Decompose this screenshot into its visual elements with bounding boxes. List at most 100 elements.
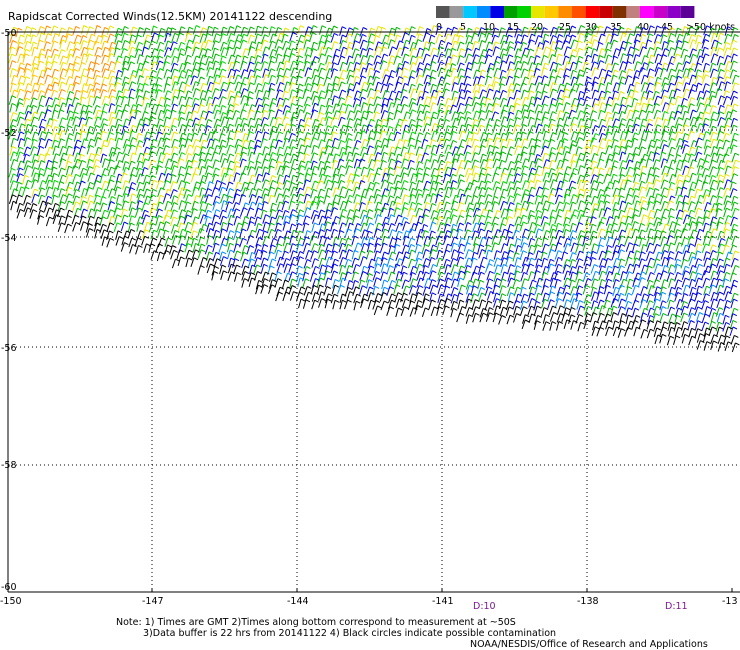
wind-barb-flag xyxy=(349,74,355,78)
wind-barb xyxy=(675,174,680,184)
wind-barb-flag xyxy=(82,130,87,134)
wind-barb xyxy=(659,151,663,162)
wind-barb-flag xyxy=(711,95,717,99)
wind-barb xyxy=(92,40,96,51)
wind-barb-flag xyxy=(468,41,474,45)
wind-barb-flag xyxy=(196,181,201,185)
wind-barb-flag xyxy=(383,53,389,57)
wind-barb xyxy=(547,49,552,59)
wind-barb xyxy=(106,132,111,142)
wind-barb-flag xyxy=(229,81,235,85)
wind-barb-flag xyxy=(669,153,675,157)
wind-barb-flag xyxy=(224,172,229,176)
wind-barb xyxy=(365,187,369,197)
wind-barb xyxy=(276,61,281,72)
wind-barb-flag xyxy=(327,54,333,58)
wind-barb-flag xyxy=(552,69,558,72)
wind-barb-flag xyxy=(357,166,362,170)
wind-barb xyxy=(422,53,427,64)
wind-barb-flag xyxy=(684,124,689,128)
wind-barb-flag xyxy=(40,90,46,94)
wind-barb-flag xyxy=(713,68,718,72)
wind-barb xyxy=(437,154,441,164)
wind-barb-flag xyxy=(322,146,327,150)
wind-barb-flag xyxy=(249,61,255,65)
wind-barb xyxy=(610,33,615,43)
wind-barb-flag xyxy=(26,40,32,44)
wind-barb xyxy=(653,82,658,92)
wind-barb xyxy=(234,124,239,134)
wind-barb xyxy=(423,181,428,191)
wind-barb-flag xyxy=(503,40,508,44)
wind-barb xyxy=(121,76,126,86)
wind-barb xyxy=(183,181,187,191)
wind-barb-flag xyxy=(243,33,248,37)
wind-barb xyxy=(57,49,62,59)
wind-barb-flag xyxy=(403,166,408,170)
wind-barb-flag xyxy=(601,151,607,155)
wind-barb xyxy=(288,167,293,178)
wind-barb-flag xyxy=(685,152,691,156)
wind-barb-flag xyxy=(551,118,556,122)
wind-barb-flag xyxy=(228,117,234,120)
wind-barb xyxy=(667,138,672,148)
wind-barb-flag xyxy=(139,181,144,185)
wind-barb-flag xyxy=(147,34,152,38)
wind-barb-flag xyxy=(333,25,338,29)
wind-barb xyxy=(93,116,98,126)
wind-barb xyxy=(16,98,20,108)
wind-barb-flag xyxy=(118,159,124,163)
wind-barb-flag xyxy=(727,159,732,163)
wind-barb-flag xyxy=(298,55,304,59)
wind-barb xyxy=(99,83,104,94)
wind-barb-flag xyxy=(657,53,663,57)
wind-barb xyxy=(701,39,706,49)
wind-barb xyxy=(51,81,55,92)
wind-barb-flag xyxy=(250,139,255,143)
wind-barb-flag xyxy=(629,118,634,122)
wind-barb xyxy=(499,109,504,120)
wind-barb xyxy=(534,75,539,86)
wind-barb-flag xyxy=(13,26,18,30)
wind-barb-flag xyxy=(432,116,437,120)
wind-barb xyxy=(611,180,616,190)
wind-barb-flag xyxy=(145,181,151,185)
wind-barb xyxy=(17,62,22,72)
wind-barb xyxy=(232,46,237,57)
wind-barb xyxy=(597,167,601,177)
wind-barb-flag xyxy=(138,140,144,143)
wind-barb xyxy=(556,83,561,94)
wind-barb-flag xyxy=(362,116,367,120)
wind-barb-flag xyxy=(487,166,492,170)
wind-barb xyxy=(451,158,456,168)
wind-barb xyxy=(199,166,203,176)
wind-barb-flag xyxy=(202,82,208,86)
wind-barb-flag xyxy=(622,53,628,57)
wind-barb-flag xyxy=(501,159,506,163)
wind-barb-flag xyxy=(82,89,88,93)
wind-barb xyxy=(456,55,461,65)
wind-barb-flag xyxy=(117,180,122,184)
wind-barb-flag xyxy=(501,151,507,155)
wind-barb-flag xyxy=(187,46,192,49)
wind-barb xyxy=(212,60,216,71)
wind-barb-flag xyxy=(495,158,501,162)
wind-barb-flag xyxy=(679,33,684,37)
wind-barb-flag xyxy=(509,41,515,45)
wind-barb xyxy=(520,146,525,156)
wind-barb xyxy=(618,104,623,114)
wind-barb xyxy=(218,187,223,197)
wind-barb xyxy=(717,105,722,115)
wind-barb-flag xyxy=(200,104,205,107)
wind-barb-flag xyxy=(18,102,24,106)
wind-barb xyxy=(583,125,587,136)
wind-barb-flag xyxy=(125,186,131,190)
wind-barb-flag xyxy=(424,173,430,176)
wind-barb-flag xyxy=(81,180,86,184)
wind-barb-flag xyxy=(200,123,206,127)
wind-barb-flag xyxy=(712,131,718,135)
wind-barb-flag xyxy=(504,167,509,171)
wind-barb xyxy=(415,146,420,156)
wind-barb-flag xyxy=(726,47,732,51)
wind-barb xyxy=(330,62,335,72)
